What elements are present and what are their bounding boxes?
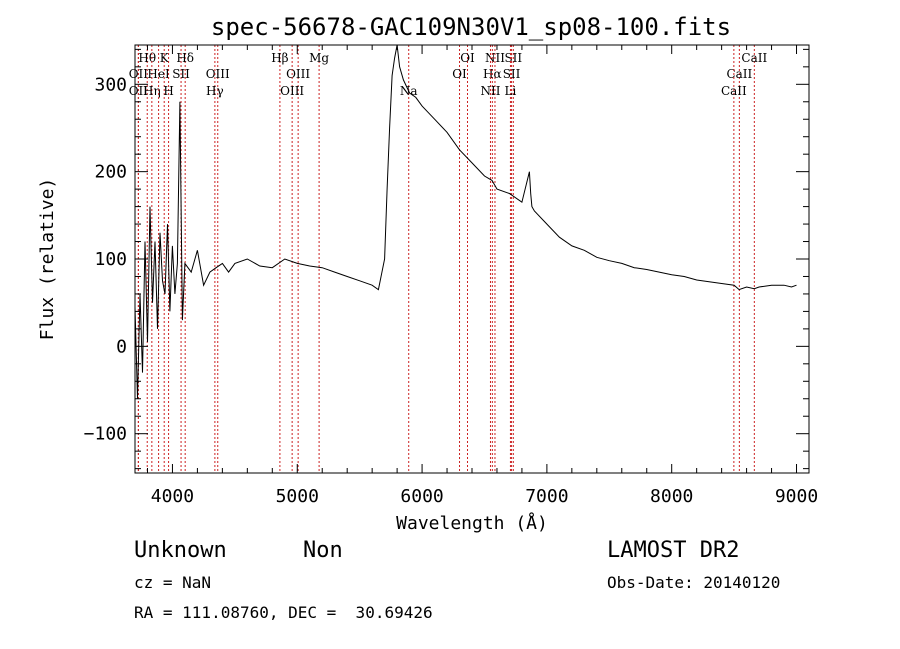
line-marker-label: OIII: [280, 84, 304, 98]
line-marker-label: SII: [504, 51, 522, 65]
line-marker-label: Hβ: [271, 51, 288, 65]
line-marker-label: Hδ: [176, 51, 194, 65]
axis-ticks: 4000 5000 6000 7000 8000 9000 −100 0 100 200 300: [84, 45, 818, 507]
line-marker-label: NII: [480, 84, 500, 98]
x-tick-label: 5000: [276, 486, 319, 507]
line-marker-label: SII: [503, 67, 521, 81]
coordinates: RA = 111.08760, DEC = 30.69426: [134, 603, 433, 622]
line-marker-label: OIII: [206, 67, 230, 81]
spectrum-line: [134, 44, 797, 399]
redshift-value: cz = NaN: [134, 573, 212, 592]
x-tick-label: 4000: [151, 486, 194, 507]
line-marker-label: Hγ: [206, 84, 224, 98]
y-tick-label: −100: [84, 424, 127, 445]
line-marker-label: NII: [485, 51, 505, 65]
y-tick-label: 100: [94, 249, 127, 270]
line-marker-label: HeI: [147, 67, 170, 81]
y-tick-label: 200: [94, 162, 127, 183]
line-marker-label: Hθ: [138, 51, 156, 65]
line-marker-label: OI: [460, 51, 475, 65]
x-axis-label: Wavelength (Å): [396, 512, 548, 534]
x-tick-label: 7000: [525, 486, 568, 507]
line-marker-label: Hα: [483, 67, 502, 81]
chart-title: spec-56678-GAC109N30V1_sp08-100.fits: [211, 13, 731, 41]
object-subclass: Non: [303, 538, 343, 563]
line-marker-label: H: [163, 84, 173, 98]
line-marker-label: OIII: [286, 67, 310, 81]
line-marker-label: Hη: [143, 84, 161, 98]
line-marker-label: K: [160, 51, 170, 65]
x-tick-label: 9000: [775, 486, 818, 507]
x-tick-label: 6000: [400, 486, 443, 507]
line-marker-label: Li: [505, 84, 517, 98]
line-marker-label: OI: [452, 67, 467, 81]
x-tick-label: 8000: [650, 486, 693, 507]
plot-frame: [134, 44, 810, 474]
survey-name: LAMOST DR2: [607, 538, 740, 563]
line-marker-label: CaII: [741, 51, 767, 65]
line-marker-label: Mg: [309, 51, 329, 65]
line-marker-label: SII: [172, 67, 190, 81]
line-marker-label: CaII: [721, 84, 747, 98]
y-tick-label: 300: [94, 74, 127, 95]
line-marker-label: OII: [129, 84, 149, 98]
object-class: Unknown: [134, 538, 227, 563]
y-tick-label: 0: [116, 336, 127, 357]
y-axis-label: Flux (relative): [37, 178, 58, 341]
observation-date: Obs-Date: 20140120: [607, 573, 781, 592]
line-marker-label: CaII: [726, 67, 752, 81]
